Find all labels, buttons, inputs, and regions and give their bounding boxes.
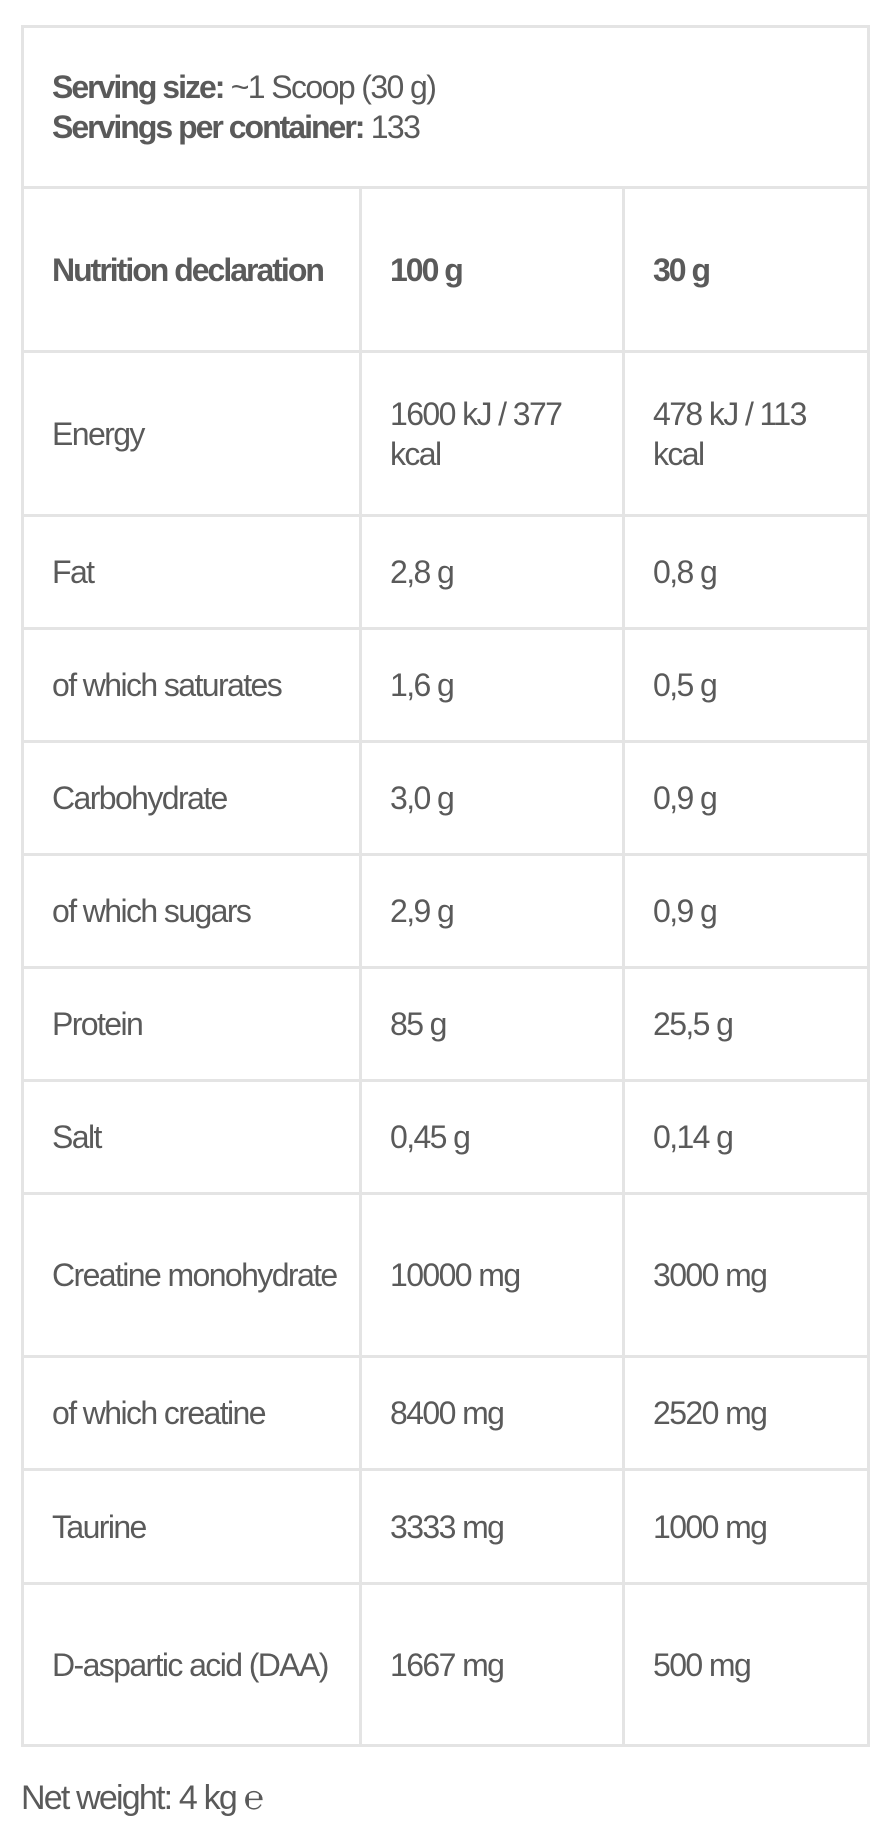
nutrient-name: Salt: [21, 1079, 362, 1195]
value-per-100g: 10000 mg: [359, 1192, 625, 1358]
header-row: Nutrition declaration 100 g 30 g: [21, 186, 870, 353]
table-row: of which creatine 8400 mg 2520 mg: [21, 1355, 870, 1471]
serving-size-value: ~1 Scoop (30 g): [230, 69, 437, 105]
value-per-serving: 25,5 g: [622, 966, 870, 1082]
value-per-serving: 0,9 g: [622, 740, 870, 856]
net-weight-label: Net weight: 4 kg: [21, 1779, 238, 1817]
value-per-serving: 2520 mg: [622, 1355, 870, 1471]
value-per-100g: 2,8 g: [359, 514, 625, 630]
table-row: Taurine 3333 mg 1000 mg: [21, 1468, 870, 1585]
value-per-serving: 1000 mg: [622, 1468, 870, 1585]
table-row: of which sugars 2,9 g 0,9 g: [21, 853, 870, 969]
servings-per-container-value: 133: [370, 109, 421, 145]
value-per-100g: 8400 mg: [359, 1355, 625, 1471]
nutrient-name: of which saturates: [21, 627, 362, 743]
table-row: Protein 85 g 25,5 g: [21, 966, 870, 1082]
value-per-serving: 0,8 g: [622, 514, 870, 630]
value-per-serving: 478 kJ / 113 kcal: [622, 350, 870, 517]
value-per-serving: 0,5 g: [622, 627, 870, 743]
nutrition-table: Serving size: ~1 Scoop (30 g) Servings p…: [21, 25, 870, 1747]
table-row: Energy 1600 kJ / 377 kcal 478 kJ / 113 kca…: [21, 350, 870, 517]
servings-per-container-label: Servings per container:: [52, 109, 365, 145]
value-per-100g: 3333 mg: [359, 1468, 625, 1585]
value-per-100g: 1667 mg: [359, 1582, 625, 1747]
nutrient-name: D-aspartic acid (DAA): [21, 1582, 362, 1747]
nutrient-name: Energy: [21, 350, 362, 517]
net-weight: Net weight: 4 kg ℮: [21, 1778, 264, 1818]
serving-info-row: Serving size: ~1 Scoop (30 g) Servings p…: [21, 25, 870, 189]
serving-size-label: Serving size:: [52, 69, 225, 105]
value-per-serving: 0,9 g: [622, 853, 870, 969]
table-row: Creatine monohydrate 10000 mg 3000 mg: [21, 1192, 870, 1358]
serving-info-cell: Serving size: ~1 Scoop (30 g) Servings p…: [21, 25, 870, 189]
nutrient-name: Fat: [21, 514, 362, 630]
value-per-serving: 3000 mg: [622, 1192, 870, 1358]
value-per-100g: 1,6 g: [359, 627, 625, 743]
value-per-100g: 85 g: [359, 966, 625, 1082]
header-per-100g: 100 g: [359, 186, 625, 353]
value-per-serving: 500 mg: [622, 1582, 870, 1747]
nutrient-name: Protein: [21, 966, 362, 1082]
nutrient-name: of which sugars: [21, 853, 362, 969]
table-row: of which saturates 1,6 g 0,5 g: [21, 627, 870, 743]
nutrient-name: of which creatine: [21, 1355, 362, 1471]
nutrient-name: Taurine: [21, 1468, 362, 1585]
table-row: Carbohydrate 3,0 g 0,9 g: [21, 740, 870, 856]
value-per-100g: 2,9 g: [359, 853, 625, 969]
value-per-100g: 0,45 g: [359, 1079, 625, 1195]
table-row: Fat 2,8 g 0,8 g: [21, 514, 870, 630]
header-per-serving: 30 g: [622, 186, 870, 353]
header-nutrient: Nutrition declaration: [21, 186, 362, 353]
value-per-100g: 3,0 g: [359, 740, 625, 856]
value-per-100g: 1600 kJ / 377 kcal: [359, 350, 625, 517]
estimated-sign-icon: ℮: [243, 1778, 265, 1818]
nutrient-name: Creatine monohydrate: [21, 1192, 362, 1358]
table-row: Salt 0,45 g 0,14 g: [21, 1079, 870, 1195]
nutrient-name: Carbohydrate: [21, 740, 362, 856]
table-row: D-aspartic acid (DAA) 1667 mg 500 mg: [21, 1582, 870, 1747]
value-per-serving: 0,14 g: [622, 1079, 870, 1195]
